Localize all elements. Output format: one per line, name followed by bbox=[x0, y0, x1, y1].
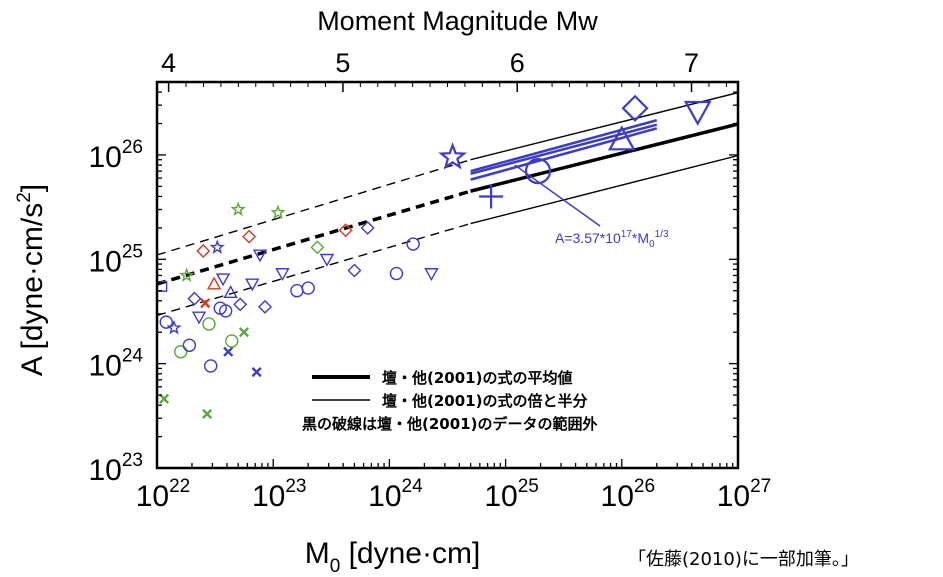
data-point-star bbox=[209, 239, 225, 254]
data-point-x bbox=[159, 393, 170, 404]
data-point-circle bbox=[524, 158, 552, 185]
y-tick-label: 1025 bbox=[88, 241, 143, 278]
data-point-invtri bbox=[319, 253, 335, 267]
x-tick-label: 1024 bbox=[368, 476, 423, 513]
plot-frame bbox=[155, 80, 740, 470]
data-point-x bbox=[251, 367, 262, 378]
legend-label: 壇・他(2001)の式の倍と半分 bbox=[382, 392, 587, 410]
data-point-x bbox=[238, 327, 249, 338]
top-tick-label: 6 bbox=[510, 48, 525, 78]
data-point-diamond bbox=[258, 299, 272, 314]
legend-label: 壇・他(2001)の式の平均値 bbox=[382, 369, 572, 387]
x-tick-label: 1025 bbox=[484, 476, 539, 513]
ref-line-mean-solid bbox=[470, 122, 738, 193]
plot-layer bbox=[157, 91, 738, 419]
data-point-invtri bbox=[424, 268, 439, 281]
data-point-diamond bbox=[338, 223, 353, 238]
top-tick-label: 4 bbox=[161, 48, 176, 78]
data-point-invtri bbox=[683, 100, 712, 126]
axes-layer bbox=[155, 80, 740, 470]
legend-label: 黒の破線は壇・他(2001)のデータの範囲外 bbox=[302, 415, 597, 433]
data-point-invtri bbox=[275, 268, 290, 281]
x-tick-label: 1026 bbox=[601, 476, 656, 513]
top-tick-label: 5 bbox=[335, 48, 350, 78]
data-point-triangle bbox=[223, 285, 238, 299]
data-point-diamond bbox=[242, 229, 257, 244]
data-point-circle bbox=[182, 338, 197, 352]
data-point-star bbox=[179, 267, 195, 282]
data-point-x bbox=[202, 408, 213, 419]
data-point-x bbox=[223, 346, 234, 357]
data-point-invtri bbox=[245, 278, 260, 292]
x-tick-label: 1023 bbox=[252, 476, 307, 513]
data-point-circle bbox=[301, 281, 315, 295]
y-axis-label: A [dyne·cm/s2] bbox=[14, 184, 49, 376]
annotation-leader-line bbox=[514, 164, 601, 227]
data-point-diamond bbox=[187, 291, 202, 306]
data-point-x bbox=[200, 298, 211, 309]
ref-line-double-dashed bbox=[157, 159, 471, 256]
data-point-diamond bbox=[233, 297, 248, 312]
x-tick-label: 1022 bbox=[136, 476, 191, 513]
data-point-invtri bbox=[215, 273, 231, 287]
data-point-diamond bbox=[360, 220, 375, 235]
fit-line-3 bbox=[470, 119, 658, 173]
x-axis-label: M0 [dyne·cm] bbox=[305, 537, 481, 577]
data-point-star bbox=[438, 142, 467, 170]
ref-line-mean-dashed bbox=[157, 189, 472, 286]
data-point-circle bbox=[174, 345, 188, 359]
data-point-circle bbox=[204, 359, 218, 373]
data-point-circle bbox=[406, 237, 420, 251]
y-tick-label: 1024 bbox=[88, 346, 143, 383]
data-point-circle bbox=[218, 304, 233, 318]
data-point-diamond bbox=[196, 244, 211, 259]
y-tick-label: 1023 bbox=[88, 450, 143, 487]
ref-line-double-solid bbox=[470, 91, 738, 161]
ref-line-half-dashed bbox=[157, 222, 471, 317]
data-point-star bbox=[270, 204, 286, 220]
data-point-triangle bbox=[607, 125, 636, 151]
data-point-invtri bbox=[252, 249, 268, 263]
source-note: 「佐藤(2010)に一部加筆。」 bbox=[628, 549, 859, 570]
data-point-circle bbox=[290, 284, 304, 298]
data-point-star bbox=[230, 201, 246, 217]
data-point-circle bbox=[159, 315, 173, 329]
top-tick-label: 7 bbox=[684, 48, 699, 78]
data-point-star bbox=[166, 319, 182, 335]
data-point-invtri bbox=[191, 311, 207, 325]
data-point-diamond bbox=[310, 240, 325, 255]
data-point-diamond bbox=[347, 263, 362, 278]
x-tick-label: 1027 bbox=[717, 476, 772, 513]
y-tick-label: 1026 bbox=[88, 137, 143, 174]
data-point-circle bbox=[389, 266, 404, 281]
ref-line-half-solid bbox=[470, 154, 738, 225]
data-point-plus bbox=[479, 184, 504, 209]
fit-annotation: A=3.57*1017*M01/3 bbox=[555, 229, 669, 250]
top-axis-title: Moment Magnitude Mw bbox=[317, 6, 598, 36]
data-point-diamond bbox=[621, 94, 649, 122]
data-point-triangle bbox=[206, 276, 222, 290]
data-point-circle bbox=[202, 317, 216, 331]
data-point-circle bbox=[225, 334, 239, 348]
